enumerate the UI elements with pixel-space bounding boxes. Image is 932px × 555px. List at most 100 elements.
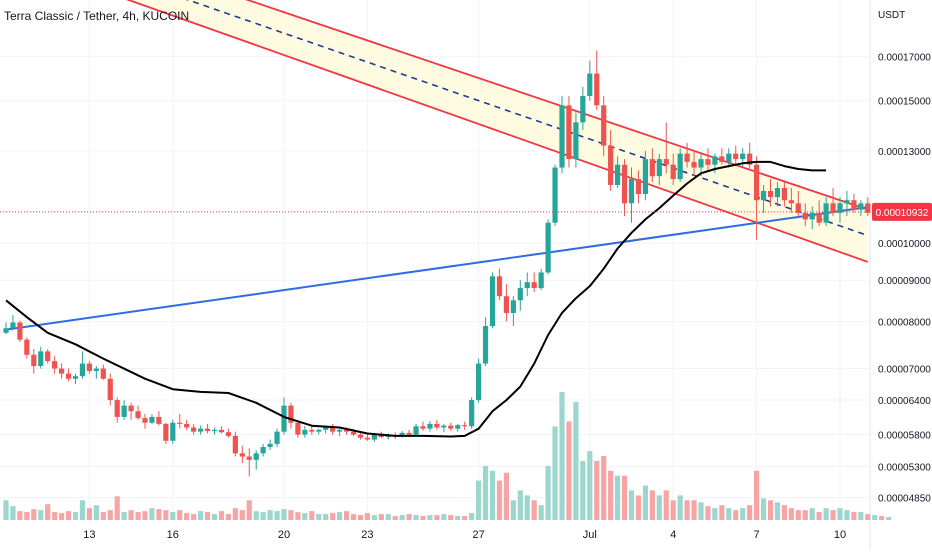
volume-bar [879, 516, 885, 520]
volume-bar [93, 505, 99, 520]
candle [135, 405, 141, 420]
candle [754, 156, 760, 240]
volume-bar [587, 451, 593, 520]
volume-bar [420, 516, 426, 520]
candle [670, 153, 676, 185]
candle-body [531, 282, 537, 289]
candle-body [427, 423, 433, 429]
candle-body [802, 212, 808, 220]
volume-bar [184, 513, 190, 520]
candle-body [677, 153, 683, 180]
candle [767, 179, 774, 207]
volume-bar [288, 510, 294, 520]
candle-body [580, 95, 586, 123]
volume-bar [31, 509, 37, 520]
volume-bar [232, 508, 238, 520]
candle-body [3, 328, 9, 333]
candle [100, 364, 106, 380]
volume-bar [302, 513, 308, 520]
candle [253, 450, 259, 470]
candle-body [441, 425, 447, 428]
candle-body [705, 159, 711, 165]
volume-bar [469, 513, 475, 520]
candle [86, 361, 92, 374]
candle-body [865, 203, 871, 213]
volume-bar [608, 470, 614, 520]
volume-bar [343, 511, 350, 520]
volume-bar [378, 514, 384, 520]
volume-bar [170, 512, 176, 520]
candle-body [559, 105, 565, 168]
candle-body [566, 105, 572, 160]
candle [184, 419, 190, 430]
price-axis: USDT 0.00017000 0.00015000 0.00013000 0.0001… [878, 10, 931, 505]
candle-body [635, 179, 642, 195]
volume-bar [38, 510, 44, 520]
price-tick-label: 0.00007000 [878, 365, 931, 376]
candle [733, 145, 739, 165]
price-axis-unit: USDT [878, 10, 905, 21]
candle-body [17, 322, 23, 340]
candle [274, 428, 280, 448]
candle [337, 428, 343, 436]
candle-body [163, 423, 169, 441]
volume-bar [621, 475, 628, 520]
candle-body [79, 363, 86, 377]
candle [594, 50, 600, 111]
candle-body [399, 432, 405, 437]
candle-body [184, 423, 190, 428]
volume-bar [246, 500, 252, 520]
volume-bar [712, 508, 718, 520]
candle [837, 197, 843, 223]
candle-body [754, 164, 760, 201]
candle-body [274, 431, 280, 444]
candle [816, 200, 822, 227]
volume-bar [823, 508, 829, 520]
candle-body [434, 423, 440, 428]
volume-bar [476, 480, 482, 520]
volume-bar [844, 510, 850, 520]
candle [93, 366, 99, 379]
candle-body [142, 418, 148, 423]
candle-body [149, 416, 155, 423]
candle-body [218, 429, 225, 433]
volume-bar [281, 509, 287, 520]
candle-body [260, 447, 266, 454]
candle [441, 423, 447, 433]
candle-body [350, 431, 357, 435]
candle-body [552, 167, 558, 223]
volume-bar [371, 515, 377, 520]
volume-bar [239, 510, 245, 520]
volume-bar [177, 510, 183, 520]
volume-bar [691, 500, 697, 520]
candle-body [774, 187, 781, 198]
volume-bar [448, 515, 454, 520]
volume-bar [747, 505, 753, 520]
candle-body [302, 429, 308, 435]
candle-body [295, 422, 301, 435]
candle-body [733, 153, 739, 160]
volume-bar [795, 510, 801, 520]
candle [309, 425, 315, 435]
candle-body [740, 153, 746, 160]
candle [482, 317, 489, 367]
candle [684, 142, 690, 168]
time-tick-label: 7 [754, 529, 760, 541]
volume-bar [733, 510, 739, 520]
candle [413, 423, 419, 436]
candle [177, 414, 183, 429]
volume-bar [760, 498, 767, 520]
volume-bar [225, 514, 231, 520]
volume-bar [601, 456, 607, 520]
candle [621, 159, 628, 217]
candle [455, 423, 461, 432]
candle [191, 423, 197, 435]
volume-bar [427, 515, 433, 520]
candle-body [601, 105, 607, 146]
time-tick-label: 16 [167, 529, 179, 541]
candle-body [656, 159, 662, 177]
candle-body [517, 288, 523, 301]
candle-body [594, 73, 600, 106]
candle-body [378, 434, 384, 438]
candle [204, 423, 211, 434]
